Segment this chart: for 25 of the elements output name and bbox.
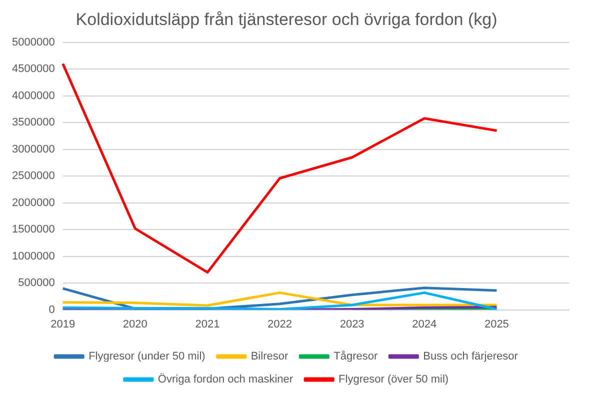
x-tick-label: 2020	[122, 318, 148, 330]
y-tick-label: 4000000	[12, 90, 55, 102]
legend-label: Bilresor	[250, 350, 288, 363]
x-tick-label: 2023	[340, 318, 364, 330]
y-tick-label: 1500000	[12, 224, 55, 236]
x-tick-label: 2022	[268, 318, 292, 330]
chart-title: Koldioxidutsläpp från tjänsteresor och övriga fordon (kg)	[76, 10, 498, 29]
legend-label: Övriga fordon och maskiner	[158, 372, 294, 386]
y-tick-label: 0	[48, 304, 55, 316]
legend-label: Flygresor (under 50 mil)	[88, 350, 206, 363]
y-tick-label: 3500000	[12, 116, 55, 129]
y-tick-label: 2000000	[12, 196, 55, 209]
x-tick-label: 2019	[50, 318, 76, 330]
x-tick-label: 2025	[484, 318, 509, 330]
x-tick-label: 2024	[412, 318, 437, 330]
legend-label: Buss och färjeresor	[423, 350, 518, 363]
x-tick-label: 2021	[195, 318, 220, 330]
y-tick-label: 5000000	[12, 36, 55, 48]
legend-label: Flygresor (över 50 mil)	[338, 374, 449, 386]
y-tick-label: 500000	[18, 277, 55, 290]
y-tick-label: 4500000	[12, 63, 55, 76]
y-tick-label: 2500000	[12, 170, 55, 182]
legend-label: Tågresor	[334, 350, 378, 363]
y-tick-label: 1000000	[12, 250, 55, 262]
y-tick-label: 3000000	[12, 143, 55, 156]
